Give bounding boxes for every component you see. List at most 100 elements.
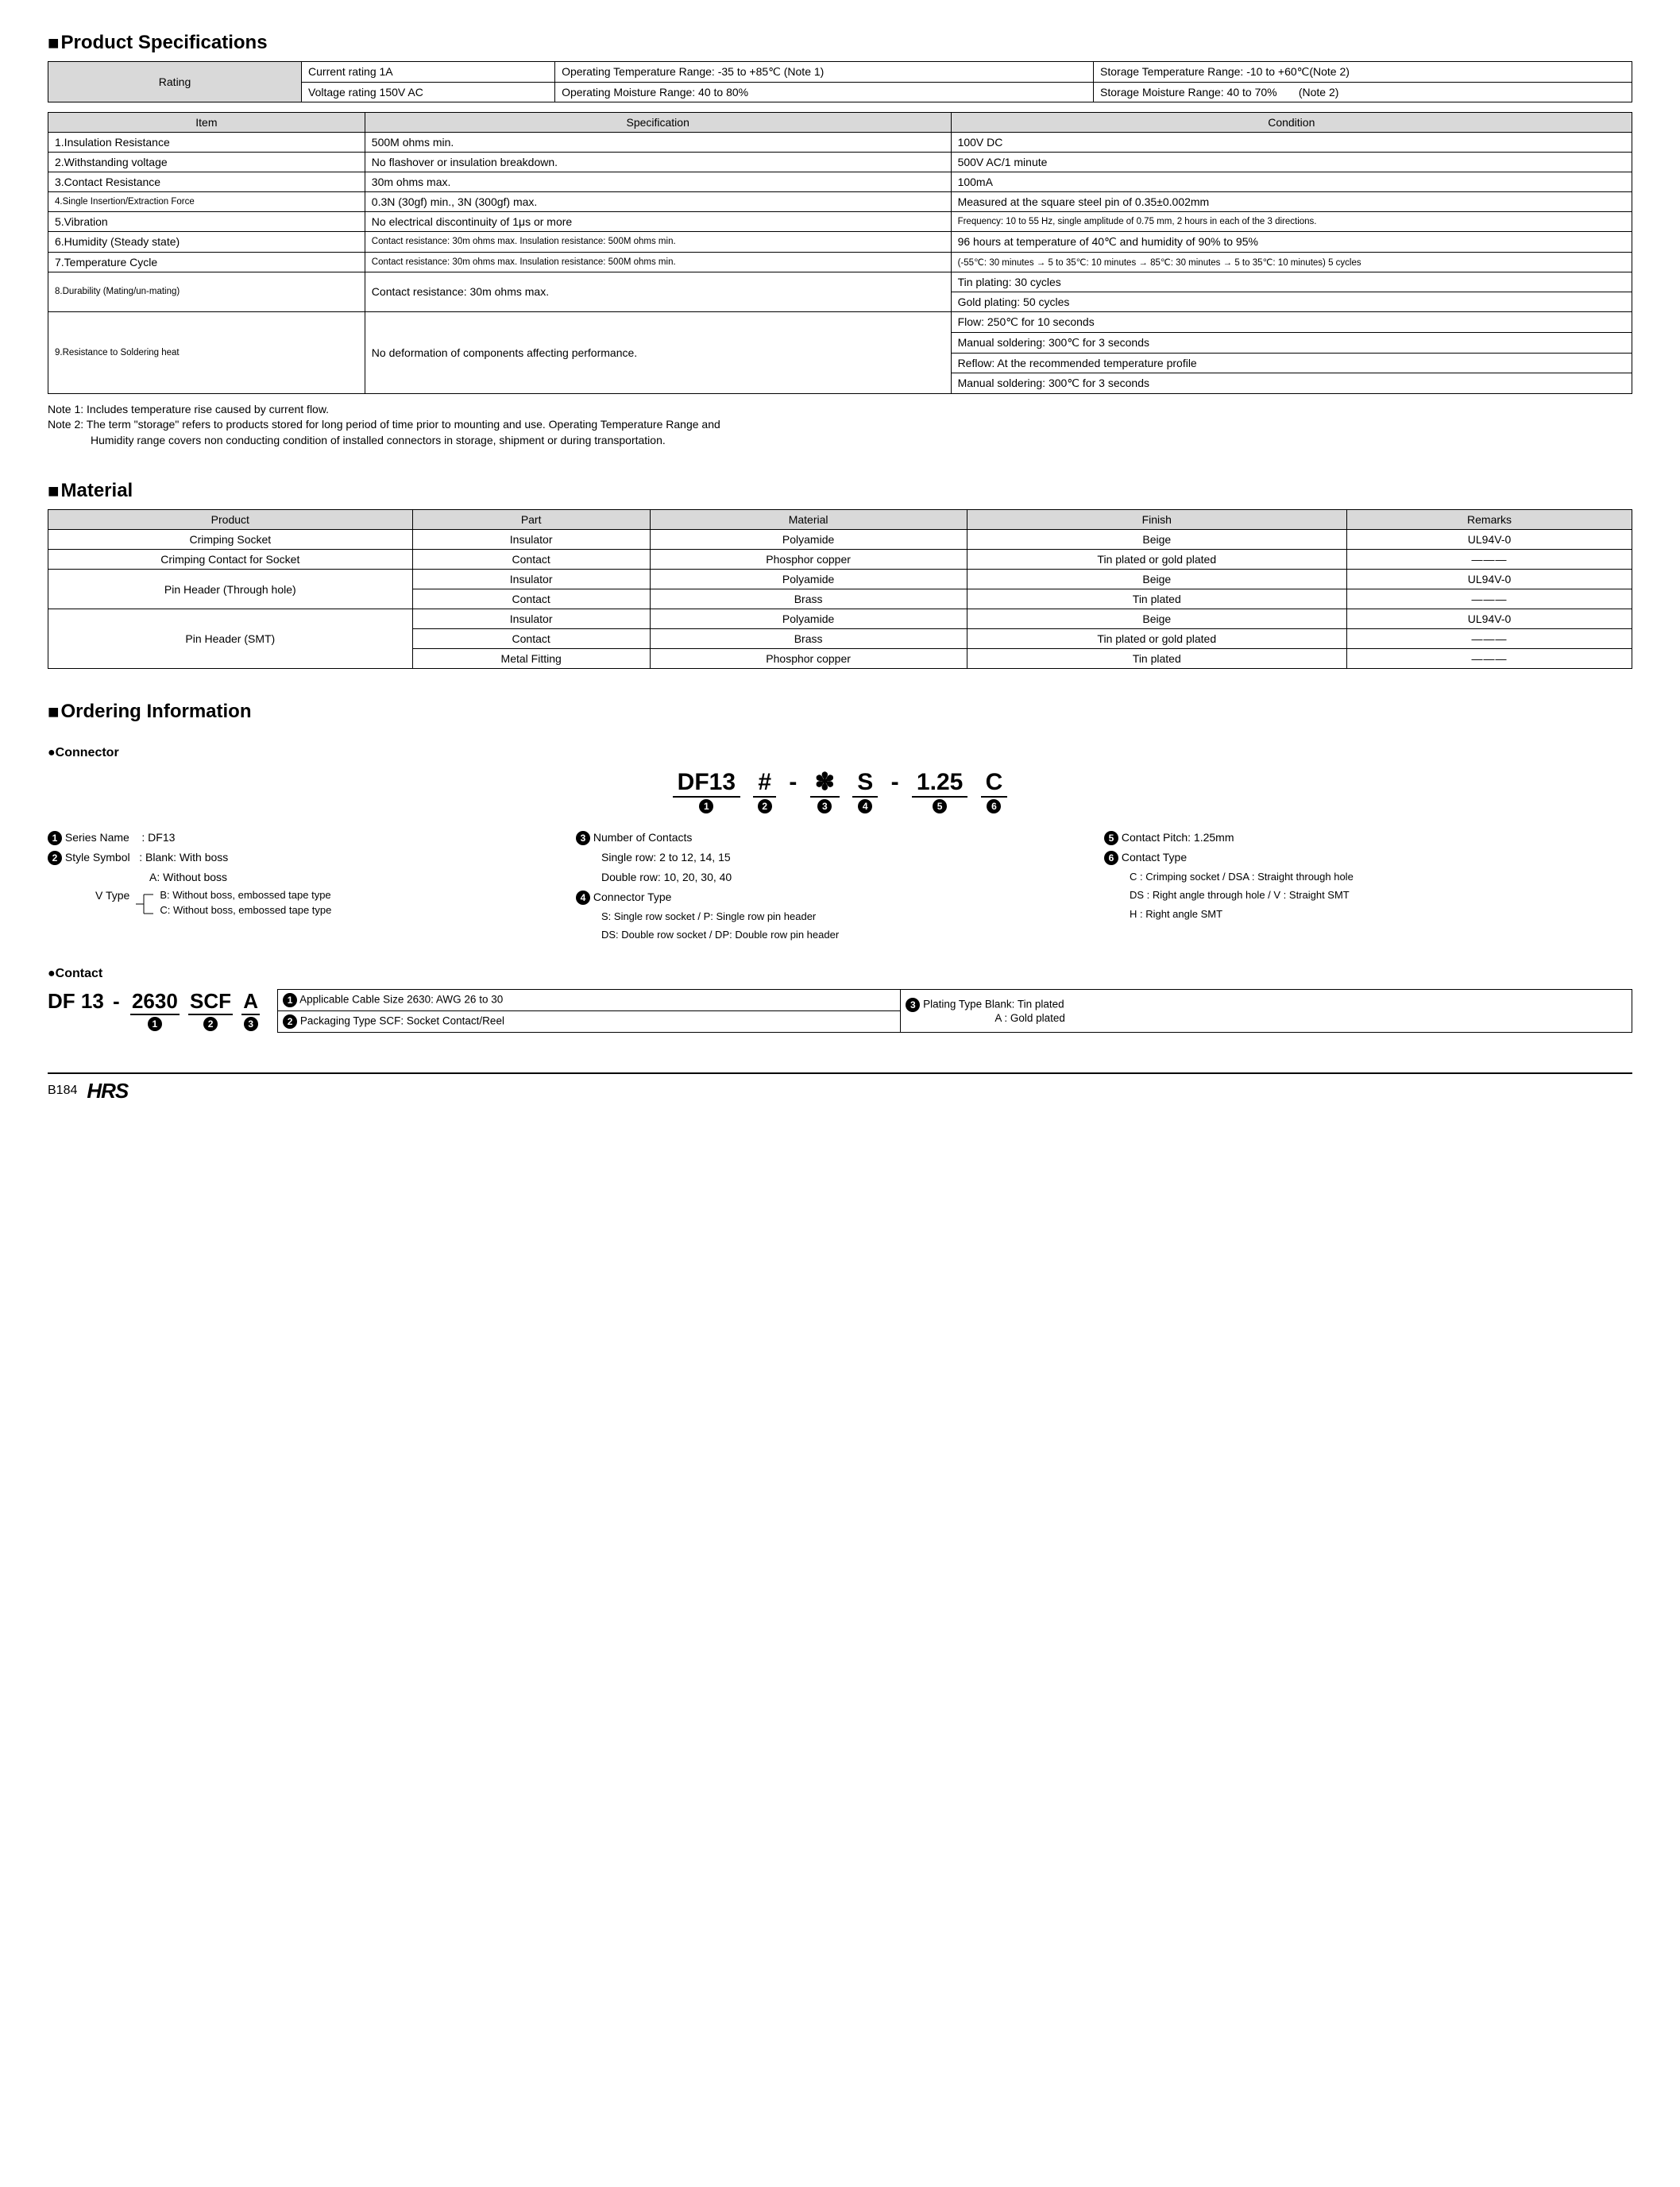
mat-cell: UL94V-0: [1347, 570, 1632, 589]
rating-table: Rating Current rating 1A Operating Tempe…: [48, 61, 1632, 102]
spec-item: 2.Withstanding voltage: [48, 152, 365, 172]
mat-cell: Beige: [967, 609, 1347, 629]
ccode-part-1: 26301: [130, 989, 180, 1015]
mat-cell: Crimping Socket: [48, 530, 413, 550]
mat-cell: Insulator: [412, 530, 650, 550]
mat-cell: Polyamide: [650, 570, 967, 589]
mat-cell: ———: [1347, 589, 1632, 609]
desc-vtype: V Type: [95, 889, 129, 902]
desc-val: : Blank: With boss: [139, 851, 228, 864]
rating-voltage: Voltage rating 150V AC: [302, 82, 555, 102]
spec-head-cond: Condition: [951, 112, 1632, 132]
rating-opmoist: Operating Moisture Range: 40 to 80%: [555, 82, 1094, 102]
code-part-4: S4: [852, 769, 878, 798]
spec-spec: 500M ohms min.: [365, 132, 951, 152]
rating-label: Rating: [48, 61, 302, 102]
spec-item: 1.Insulation Resistance: [48, 132, 365, 152]
mat-cell: ———: [1347, 550, 1632, 570]
spec-spec: 30m ohms max.: [365, 172, 951, 191]
mat-cell: Tin plated: [967, 589, 1347, 609]
spec-spec: No electrical discontinuity of 1μs or mo…: [365, 211, 951, 231]
mat-cell: Contact: [412, 629, 650, 649]
mat-cell: Tin plated or gold plated: [967, 629, 1347, 649]
desc-val: B: Without boss, embossed tape type: [160, 887, 331, 903]
mat-cell: UL94V-0: [1347, 530, 1632, 550]
mat-cell: Beige: [967, 530, 1347, 550]
ordering-code-contact: DF 13 - 26301 SCF2 A3: [48, 989, 261, 1015]
notes-block: Note 1: Includes temperature rise caused…: [48, 402, 1632, 449]
page-number: B184: [48, 1084, 77, 1098]
mat-cell: Polyamide: [650, 609, 967, 629]
spec-cond: Gold plating: 50 cycles: [951, 292, 1632, 311]
desc-val: DS : Right angle through hole / V : Stra…: [1104, 886, 1632, 905]
mat-cell: Metal Fitting: [412, 649, 650, 669]
spec-cond: Tin plating: 30 cycles: [951, 272, 1632, 292]
mat-cell: Tin plated or gold plated: [967, 550, 1347, 570]
mat-cell: Phosphor copper: [650, 649, 967, 669]
code-sep: -: [113, 989, 120, 1014]
rating-optemp: Operating Temperature Range: -35 to +85℃…: [555, 61, 1094, 82]
mat-cell: Brass: [650, 589, 967, 609]
mat-cell: Polyamide: [650, 530, 967, 550]
section-title-text: Material: [61, 480, 133, 501]
spec-item: 9.Resistance to Soldering heat: [48, 311, 365, 393]
section-title-text: Product Specifications: [61, 32, 268, 53]
hrs-logo: HRS: [87, 1079, 128, 1103]
desc-label: Series Name: [65, 831, 129, 844]
ordering-code-connector: DF131 #2 - ✽3 S4 - 1.255 C6: [48, 768, 1632, 798]
mat-cell: Pin Header (Through hole): [48, 570, 413, 609]
spec-item: 6.Humidity (Steady state): [48, 231, 365, 252]
desc-val: H : Right angle SMT: [1104, 905, 1632, 924]
spec-item: 4.Single Insertion/Extraction Force: [48, 191, 365, 211]
desc-val: DS: Double row socket / DP: Double row p…: [576, 925, 1104, 945]
spec-spec: Contact resistance: 30m ohms max. Insula…: [365, 231, 951, 252]
spec-cond: Manual soldering: 300℃ for 3 seconds: [951, 373, 1632, 393]
code-part-1: DF131: [673, 769, 740, 798]
material-table: Product Part Material Finish Remarks Cri…: [48, 509, 1632, 669]
desc-val: Double row: 10, 20, 30, 40: [576, 867, 1104, 887]
cdesc3a: Plating Type Blank: Tin plated: [923, 998, 1064, 1010]
mat-cell: Phosphor copper: [650, 550, 967, 570]
connector-desc-grid: 1 Series Name : DF13 2 Style Symbol : Bl…: [48, 828, 1632, 945]
mat-cell: Brass: [650, 629, 967, 649]
spec-table: Item Specification Condition 1.Insulatio…: [48, 112, 1632, 394]
mat-cell: Insulator: [412, 609, 650, 629]
square-icon: ■: [48, 701, 60, 724]
rating-stmoist: Storage Moisture Range: 40 to 70% (Note …: [1094, 82, 1632, 102]
spec-spec: Contact resistance: 30m ohms max.: [365, 272, 951, 311]
desc-label: Style Symbol: [65, 851, 130, 864]
mat-cell: Crimping Contact for Socket: [48, 550, 413, 570]
spec-cond: 100V DC: [951, 132, 1632, 152]
mat-cell: Insulator: [412, 570, 650, 589]
cdesc1: Applicable Cable Size 2630: AWG 26 to 30: [299, 993, 503, 1005]
note1: Note 1: Includes temperature rise caused…: [48, 402, 1632, 418]
square-icon: ■: [48, 33, 60, 55]
spec-item: 3.Contact Resistance: [48, 172, 365, 191]
circled-1-icon: 1: [283, 993, 297, 1007]
spec-cond: Frequency: 10 to 55 Hz, single amplitude…: [951, 211, 1632, 231]
section-title-specs: ■Product Specifications: [48, 32, 1632, 55]
spec-item: 5.Vibration: [48, 211, 365, 231]
code-part-6: C6: [981, 769, 1008, 798]
spec-cond: Measured at the square steel pin of 0.35…: [951, 191, 1632, 211]
mat-cell: Contact: [412, 589, 650, 609]
section-title-material: ■Material: [48, 480, 1632, 503]
desc-label: Number of Contacts: [593, 831, 693, 844]
circled-3-icon: 3: [576, 831, 590, 845]
mat-cell: Tin plated: [967, 649, 1347, 669]
rating-sttemp: Storage Temperature Range: -10 to +60℃(N…: [1094, 61, 1632, 82]
circled-3-icon: 3: [906, 998, 920, 1012]
circled-4-icon: 4: [576, 891, 590, 905]
spec-cond: 96 hours at temperature of 40℃ and humid…: [951, 231, 1632, 252]
circled-6-icon: 6: [1104, 851, 1118, 865]
desc-val: A: Without boss: [149, 871, 227, 883]
code-part-2: #2: [753, 769, 776, 798]
cdesc2: Packaging Type SCF: Socket Contact/Reel: [300, 1014, 504, 1026]
spec-item: 7.Temperature Cycle: [48, 252, 365, 272]
mat-cell: Beige: [967, 570, 1347, 589]
desc-val: : DF13: [141, 831, 175, 844]
mat-cell: ———: [1347, 629, 1632, 649]
mat-head: Product: [48, 510, 413, 530]
code-part-5: 1.255: [912, 769, 967, 798]
mat-head: Part: [412, 510, 650, 530]
